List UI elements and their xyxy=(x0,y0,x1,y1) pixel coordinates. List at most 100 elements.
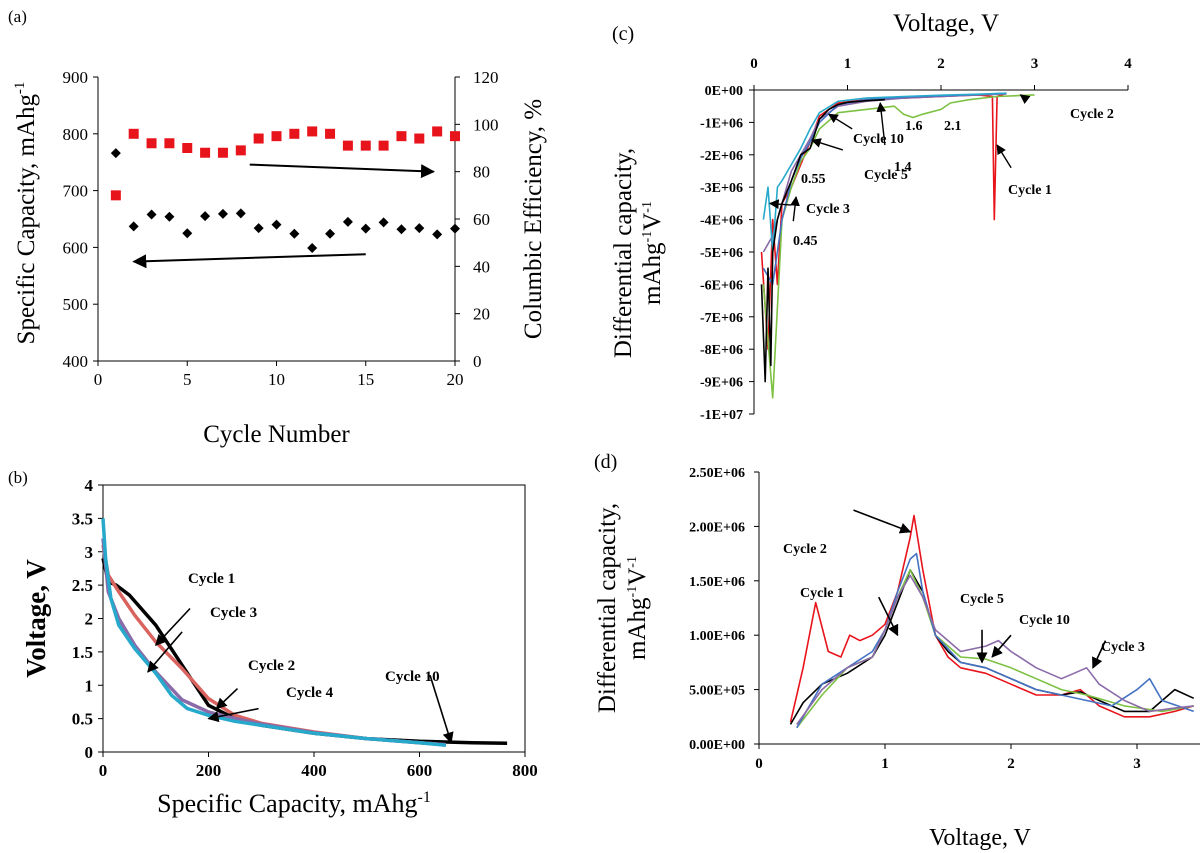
x-tick-label: 0 xyxy=(750,56,758,72)
data-point-efficiency xyxy=(146,138,157,149)
y-axis-title-unit: V xyxy=(624,568,651,586)
annotation-arrow xyxy=(768,199,792,209)
y-axis-title-line2: mAhg-1V-1 xyxy=(639,201,666,305)
data-point-capacity xyxy=(110,148,121,159)
point-label: 2.1 xyxy=(944,119,962,134)
data-point-capacity xyxy=(200,211,211,222)
data-point-efficiency xyxy=(182,143,193,153)
panel-label-d: (d) xyxy=(594,451,617,473)
data-point-efficiency xyxy=(235,145,246,156)
annotation-arrow xyxy=(154,607,191,647)
y-axis-title-sup: -1 xyxy=(625,586,640,598)
annotation-label: Cycle 4 xyxy=(286,685,334,701)
x-tick-label: 2 xyxy=(1007,756,1015,772)
data-point-capacity xyxy=(378,217,389,228)
y-axis-title-sup: -1 xyxy=(12,82,28,95)
y-tick-label: 2.5 xyxy=(72,576,93,595)
data-point-efficiency xyxy=(110,190,121,201)
annotation-label: Cycle 2 xyxy=(783,542,827,557)
data-point-capacity xyxy=(307,242,318,253)
data-point-efficiency xyxy=(164,138,175,149)
chart-panel-a: 0 5 10 15 20 400 500 600 700 800 900 0 20 40 60 80 100 12… xyxy=(12,68,547,448)
y-axis-title-unit: V xyxy=(639,213,666,231)
annotation-label: Cycle 1 xyxy=(188,571,235,587)
y-tick-label: -1E+07 xyxy=(700,408,743,423)
chart-panel-c: 0 1 2 3 4 Voltage, V 0E+00 -1E+06 -2E+06 -3E+06 -4… xyxy=(610,10,1132,423)
x-tick-label: 15 xyxy=(357,370,374,389)
annotation-arrow xyxy=(1019,94,1031,105)
y-tick-label: 0.5 xyxy=(72,710,93,729)
y-tick-label: 4 xyxy=(85,476,94,495)
data-point-efficiency xyxy=(360,140,371,151)
y-tick-label: 3 xyxy=(85,543,94,562)
y-tick-label: -7E+06 xyxy=(700,311,743,326)
y2-tick-label: 60 xyxy=(473,210,490,229)
y-tick-label: 600 xyxy=(63,238,89,257)
y-tick-label: 1.5 xyxy=(72,643,93,662)
data-point-capacity xyxy=(253,223,264,234)
x-tick-label: 10 xyxy=(268,370,285,389)
annotation-arrow xyxy=(790,195,800,222)
annotation-label: Cycle 10 xyxy=(1019,613,1070,628)
y-tick-label: -2E+06 xyxy=(700,149,743,164)
data-point-capacity xyxy=(325,228,336,239)
panel-label-b: (b) xyxy=(8,468,28,487)
y-tick-label: 0.00E+00 xyxy=(689,738,745,753)
y-tick-label: 0 xyxy=(85,743,94,762)
series-line xyxy=(101,518,447,748)
annotation-arrow xyxy=(877,596,899,637)
x-axis-title: Voltage, V xyxy=(929,825,1031,851)
data-point-efficiency xyxy=(289,128,300,139)
annotation-arrow xyxy=(147,631,183,673)
annotation-label: Cycle 1 xyxy=(1008,183,1052,198)
y-tick-label: 0E+00 xyxy=(705,84,743,99)
data-point-efficiency xyxy=(432,126,443,137)
x-tick-label: 4 xyxy=(1124,56,1132,72)
data-point-capacity xyxy=(235,208,246,219)
plot-frame xyxy=(102,484,526,753)
x-axis-title: Voltage, V xyxy=(893,10,999,37)
y-axis-title: Differential capacity, xyxy=(594,503,621,713)
data-point-efficiency xyxy=(253,133,264,144)
y-axis-title: Specific Capacity, mAhg-1 xyxy=(12,82,40,345)
annotation-label: Cycle 3 xyxy=(1101,640,1145,655)
y2-tick-label: 20 xyxy=(473,305,490,324)
y-axis-title-sup: -1 xyxy=(640,231,655,243)
y-axis-title-line2: mAhg-1V-1 xyxy=(624,556,651,660)
y2-tick-label: 0 xyxy=(473,352,482,371)
y2-tick-label: 80 xyxy=(473,163,490,182)
annotation-arrow xyxy=(1092,640,1107,669)
point-label: 0.45 xyxy=(793,234,818,249)
annotation-label: Cycle 2 xyxy=(1070,107,1114,122)
x-tick-label: 600 xyxy=(407,761,433,780)
y2-tick-label: 100 xyxy=(473,115,499,134)
data-point-efficiency xyxy=(128,128,139,139)
data-point-capacity xyxy=(164,211,175,222)
annotation-arrow xyxy=(996,144,1012,169)
point-label: 0.55 xyxy=(801,172,826,187)
y-tick-label: -3E+06 xyxy=(700,181,743,196)
annotation-label: Cycle 3 xyxy=(210,605,257,621)
y-tick-label: 800 xyxy=(63,125,89,144)
data-point-efficiency xyxy=(414,133,425,144)
series-line xyxy=(101,544,447,747)
data-point-efficiency xyxy=(450,131,460,142)
y-tick-label: 700 xyxy=(63,182,89,201)
y2-axis-title: Columbic Efficiency, % xyxy=(520,99,547,339)
y-tick-label: 500 xyxy=(63,295,89,314)
y-axis-title-sup2: -1 xyxy=(625,556,640,568)
x-tick-label: 0 xyxy=(755,756,763,772)
series-line xyxy=(762,92,1007,253)
y-tick-label: 2.50E+06 xyxy=(689,466,745,481)
x-tick-label: 0 xyxy=(99,761,108,780)
annotation-arrow xyxy=(876,101,887,146)
x-tick-label: 2 xyxy=(937,56,945,72)
y-tick-label: 400 xyxy=(63,352,89,371)
data-point-efficiency xyxy=(378,140,389,151)
series-line xyxy=(760,98,885,383)
series-line xyxy=(796,574,1194,725)
annotation-arrow xyxy=(207,707,259,723)
annotation-label: Cycle 10 xyxy=(853,132,904,147)
annotation-arrow xyxy=(215,688,239,710)
annotation-arrow xyxy=(853,509,912,534)
